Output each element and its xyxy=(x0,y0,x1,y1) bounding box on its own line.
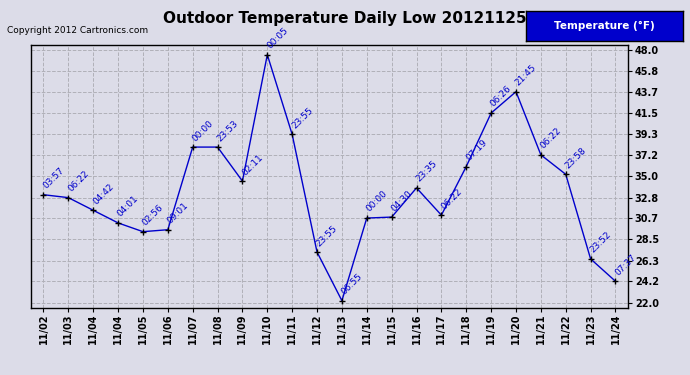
Text: 03:57: 03:57 xyxy=(41,166,66,190)
Text: 06:26: 06:26 xyxy=(489,84,513,109)
Text: 21:45: 21:45 xyxy=(514,63,538,87)
Text: 02:11: 02:11 xyxy=(240,152,265,177)
Text: 23:35: 23:35 xyxy=(414,159,439,184)
Text: 23:55: 23:55 xyxy=(290,106,315,130)
Text: 23:52: 23:52 xyxy=(589,230,613,255)
Text: 00:00: 00:00 xyxy=(190,118,215,143)
Text: 06:55: 06:55 xyxy=(339,272,364,297)
Text: 06:22: 06:22 xyxy=(539,126,563,151)
Text: 09:01: 09:01 xyxy=(166,201,190,225)
Text: 00:05: 00:05 xyxy=(265,26,290,51)
Text: 23:58: 23:58 xyxy=(564,146,588,170)
Text: Outdoor Temperature Daily Low 20121125: Outdoor Temperature Daily Low 20121125 xyxy=(164,11,526,26)
Text: 00:00: 00:00 xyxy=(364,189,389,214)
Text: 02:56: 02:56 xyxy=(141,203,166,228)
Text: 07:37: 07:37 xyxy=(613,252,638,277)
Text: 07:19: 07:19 xyxy=(464,138,489,162)
Text: 23:53: 23:53 xyxy=(215,118,240,143)
Text: 23:55: 23:55 xyxy=(315,224,339,248)
Text: 04:30: 04:30 xyxy=(389,188,414,213)
Text: 06:22: 06:22 xyxy=(440,186,464,211)
Text: 04:42: 04:42 xyxy=(91,182,115,206)
Text: Temperature (°F): Temperature (°F) xyxy=(554,21,655,31)
Text: Copyright 2012 Cartronics.com: Copyright 2012 Cartronics.com xyxy=(7,26,148,35)
Text: 06:22: 06:22 xyxy=(66,169,90,194)
Text: 04:01: 04:01 xyxy=(116,194,141,219)
